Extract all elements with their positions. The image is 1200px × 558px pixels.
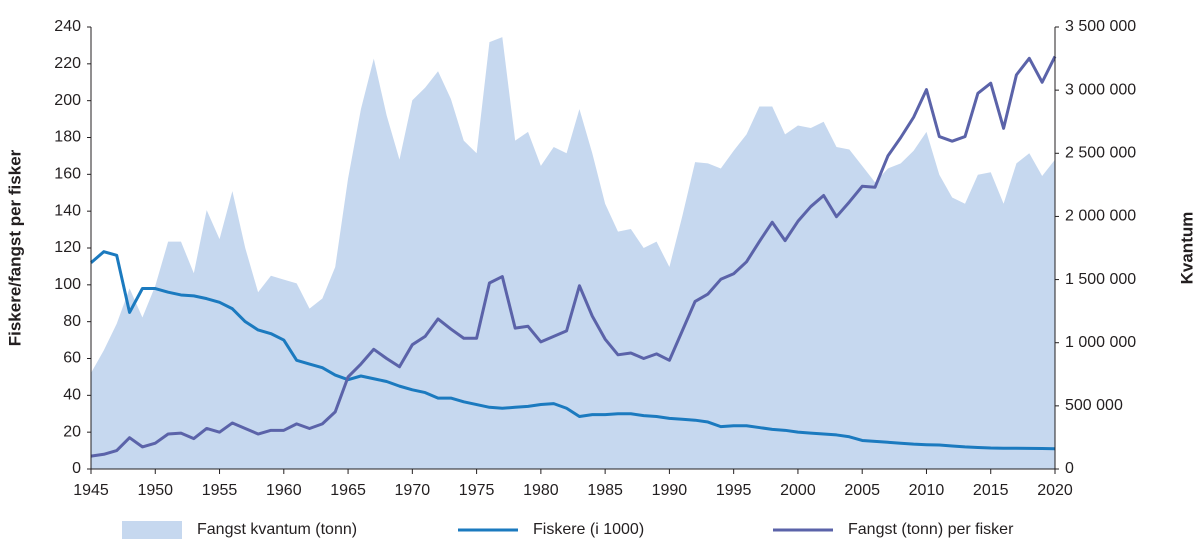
y2-tick-label: 2 500 000 [1065, 145, 1136, 162]
y-tick-label: 80 [63, 313, 81, 330]
x-tick-label: 2005 [844, 482, 880, 499]
y-tick-label: 0 [72, 460, 81, 477]
y2-tick-label: 2 000 000 [1065, 208, 1136, 225]
x-tick-label: 1965 [330, 482, 366, 499]
legend-label: Fiskere (i 1000) [533, 521, 644, 538]
y-tick-label: 200 [54, 92, 81, 109]
x-tick-label: 1975 [459, 482, 495, 499]
y-tick-label: 20 [63, 423, 81, 440]
y-tick-label: 40 [63, 387, 81, 404]
y-tick-label: 60 [63, 350, 81, 367]
y-tick-label: 180 [54, 129, 81, 146]
y2-tick-label: 1 500 000 [1065, 271, 1136, 288]
y-tick-label: 220 [54, 55, 81, 72]
y-tick-label: 100 [54, 276, 81, 293]
y2-tick-label: 3 500 000 [1065, 18, 1136, 35]
x-tick-label: 1950 [137, 482, 173, 499]
y-tick-label: 120 [54, 239, 81, 256]
y-tick-label: 160 [54, 166, 81, 183]
y2-axis-title: Kvantum [1177, 212, 1196, 285]
y2-tick-label: 0 [1065, 460, 1074, 477]
x-tick-label: 1985 [587, 482, 623, 499]
legend-swatch [122, 521, 182, 539]
x-tick-label: 1970 [395, 482, 431, 499]
area [91, 37, 1055, 470]
line [90, 250, 1056, 451]
y2-tick-label: 3 000 000 [1065, 81, 1136, 98]
x-tick-label: 2020 [1037, 482, 1073, 499]
y2-tick-label: 500 000 [1065, 397, 1123, 414]
legend-label: Fangst (tonn) per fisker [848, 521, 1014, 538]
x-tick-label: 2015 [973, 482, 1009, 499]
line [90, 55, 1057, 458]
legend-label: Fangst kvantum (tonn) [197, 521, 357, 538]
x-tick-label: 1955 [202, 482, 238, 499]
x-tick-label: 1980 [523, 482, 559, 499]
y-axis-title: Fiskere/fangst per fisker [5, 149, 24, 346]
x-tick-label: 1995 [716, 482, 752, 499]
x-tick-label: 1990 [652, 482, 688, 499]
x-tick-label: 2010 [909, 482, 945, 499]
y-tick-label: 140 [54, 202, 81, 219]
y2-tick-label: 1 000 000 [1065, 334, 1136, 351]
x-tick-label: 2000 [780, 482, 816, 499]
x-tick-label: 1960 [266, 482, 302, 499]
x-tick-label: 1945 [73, 482, 109, 499]
y-tick-label: 240 [54, 18, 81, 35]
